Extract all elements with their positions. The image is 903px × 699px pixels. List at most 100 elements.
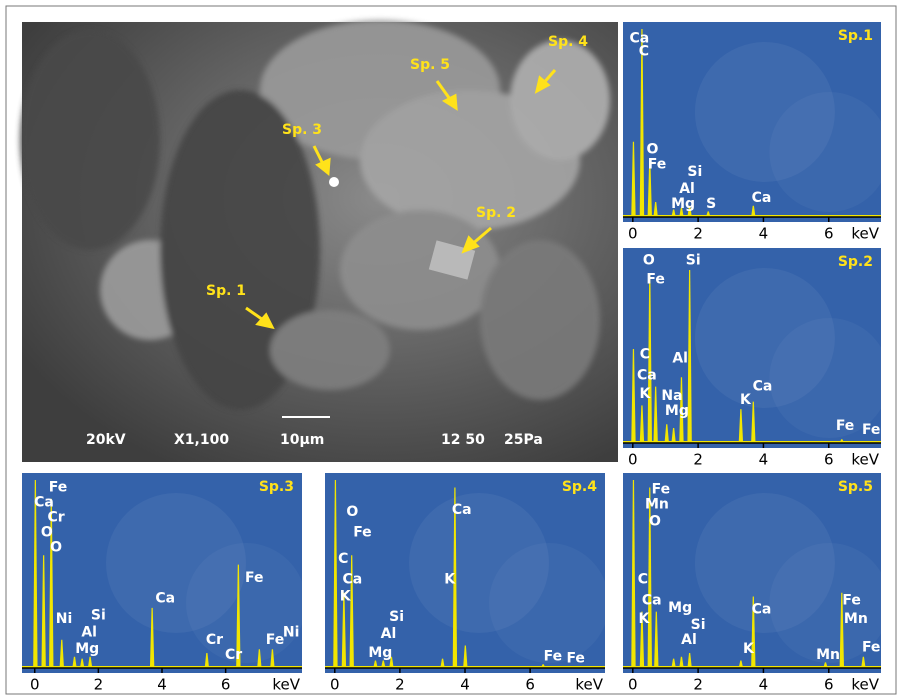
x-axis-label: keV [272, 676, 300, 694]
x-axis-label: keV [851, 451, 879, 469]
peak [647, 160, 652, 217]
panel-title: Sp.2 [838, 254, 873, 270]
peak-label: Al [381, 626, 397, 642]
peak-label: Fe [648, 156, 667, 172]
peak-label: O [649, 513, 661, 529]
peak [72, 656, 77, 668]
peak-label: K [639, 386, 651, 402]
peak [236, 564, 241, 668]
peak-label: Al [679, 181, 695, 197]
x-tick-label: 2 [693, 676, 703, 694]
peak [540, 664, 546, 668]
peak [59, 639, 64, 668]
peak [653, 386, 658, 443]
peak [463, 645, 468, 668]
peak [751, 205, 756, 217]
sem-label: Sp. 2 [476, 205, 516, 221]
peak [257, 649, 262, 668]
peak-label: Ni [283, 624, 300, 640]
peak [639, 29, 645, 217]
peak [41, 555, 46, 668]
backdrop [409, 493, 549, 633]
plot-area [22, 473, 302, 673]
peak [79, 658, 85, 668]
peak-label: O [41, 525, 53, 541]
peak-label: Ca [637, 367, 657, 383]
peak [389, 656, 394, 668]
peak-label: Al [681, 632, 697, 648]
peak-label: Mg [75, 641, 99, 657]
peak [861, 656, 866, 668]
plot-area [325, 473, 605, 673]
x-tick-label: 4 [759, 676, 769, 694]
peak-label: C [638, 572, 648, 588]
peak-label: Cr [206, 632, 223, 648]
backdrop [694, 268, 835, 408]
peak [631, 480, 636, 668]
peak-label: Fe [862, 422, 881, 438]
peak [647, 273, 652, 443]
peak [639, 611, 645, 668]
peak [751, 596, 756, 668]
peak [738, 409, 744, 443]
peak-label: Si [91, 607, 106, 623]
plot-area [623, 22, 881, 222]
sem-label: Sp. 5 [410, 57, 450, 73]
panel-title: Sp.1 [838, 28, 873, 44]
peak-label: Mg [665, 403, 689, 419]
peak-label: Ca [642, 592, 662, 608]
peak-label: Mn [645, 496, 669, 512]
x-tick-label: 4 [157, 676, 167, 694]
peak [839, 439, 845, 443]
sem-info: 10μm [280, 432, 324, 448]
x-tick-label: 0 [628, 451, 638, 469]
peak [333, 480, 338, 668]
peak-label: Fe [652, 481, 671, 497]
peak-label: Fe [566, 651, 585, 667]
peak-label: Al [81, 624, 97, 640]
peak-label: Mg [368, 645, 392, 661]
peak-label: K [740, 392, 752, 408]
peak-label: Si [686, 253, 701, 269]
sem-info: 12 50 [441, 432, 485, 448]
peak-label: Fe [646, 271, 665, 287]
peak-label: K [743, 641, 755, 657]
arrows [245, 69, 557, 330]
peak-label: Fe [49, 480, 68, 496]
x-tick-label: 2 [94, 676, 104, 694]
backdrop [694, 493, 835, 633]
sem-label: Sp. 3 [282, 122, 322, 138]
x-tick-label: 0 [30, 676, 40, 694]
x-tick-label: 6 [824, 225, 834, 243]
panel-title: Sp.5 [838, 479, 873, 495]
peak-label: Si [687, 164, 702, 180]
sem-image [20, 20, 618, 462]
peak-label: Ca [752, 190, 772, 206]
peak [679, 656, 684, 668]
plot-area [623, 248, 881, 448]
peak [706, 211, 711, 217]
x-tick-label: 0 [628, 225, 638, 243]
peak-label: Al [672, 350, 688, 366]
x-tick-label: 2 [395, 676, 405, 694]
peak [349, 555, 354, 668]
peak [839, 592, 845, 668]
backdrop [769, 318, 890, 438]
peak-label: Ca [629, 30, 649, 46]
peak-label: K [638, 611, 650, 627]
peak-label: O [346, 504, 358, 520]
x-tick-label: 4 [759, 225, 769, 243]
backdrop [106, 493, 246, 633]
peak-label: Si [389, 609, 404, 625]
peak-label: S [706, 196, 716, 212]
peak [664, 424, 669, 443]
peak-label: Cr [47, 510, 64, 526]
sem-info: 20kV [86, 432, 126, 448]
peak-label: Ca [34, 495, 54, 511]
peak-label: C [640, 347, 650, 363]
backdrop [186, 543, 306, 663]
peak-label: Mg [668, 600, 692, 616]
